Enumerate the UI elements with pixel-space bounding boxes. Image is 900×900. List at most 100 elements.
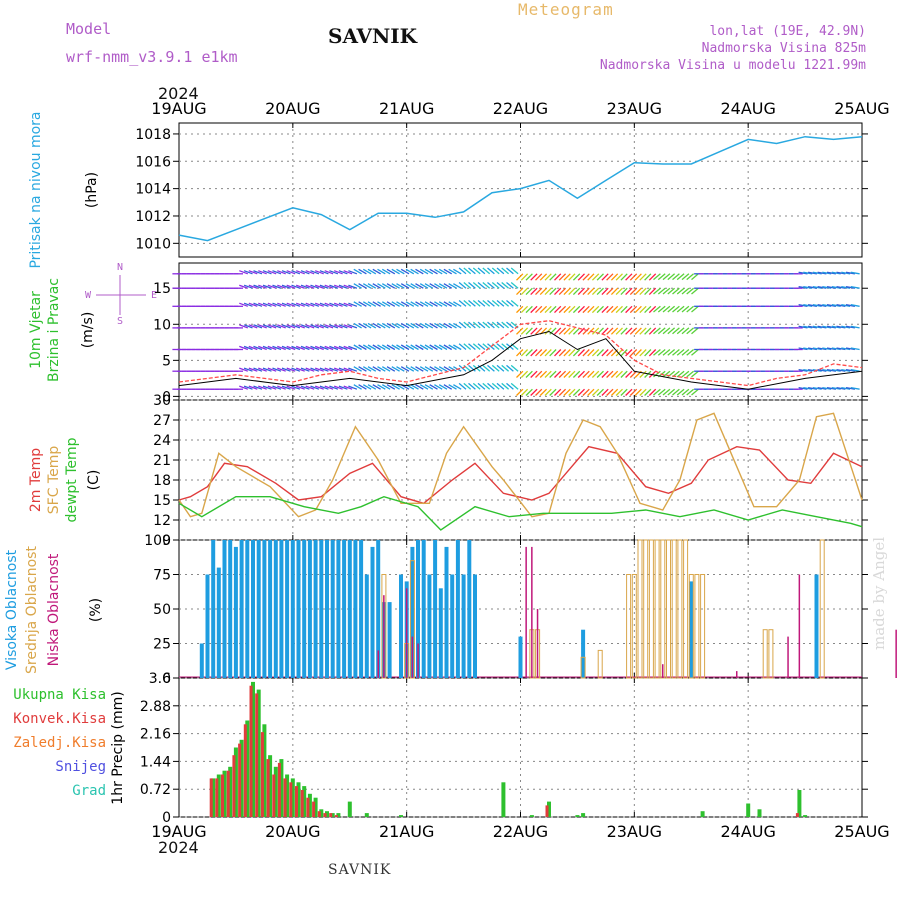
total-precip-bar [803,815,808,817]
wind-barb-mark [672,388,680,396]
total-precip-bar [757,809,762,817]
wind-barb-mark [803,325,813,329]
wind-barb-mark [333,385,343,390]
wind-barb-mark [568,273,576,281]
wind-barb-mark [610,287,619,296]
wind-barb-mark [391,366,400,372]
wind-barb-mark [831,286,841,289]
wind-barb-mark [845,347,856,351]
convective-precip-bar [255,693,259,817]
wind-barb-mark [629,273,638,281]
wind-barb-mark [333,302,343,307]
x-tick-label-bottom: 22AUG [493,822,548,841]
model-name: wrf-nmm_v3.9.1 e1km [66,48,238,66]
wind-barb-mark [657,273,666,281]
wind-barb-mark [681,349,690,356]
pressure-axis-title: Pritisak na nivou mora [28,111,44,268]
wind-barb-mark [563,349,571,357]
wind-barb-mark [386,344,396,351]
wind-barb-mark [262,367,272,372]
wind-barb-mark [305,367,315,372]
wind-barb-mark [841,304,851,307]
wind-barb-mark [836,304,846,307]
wind-barb-mark [300,284,310,289]
high-cloud-bar [239,540,244,678]
wind-barb-mark [272,345,282,351]
convective-precip-bar [317,811,321,817]
wind-barb-mark [691,327,699,335]
wind-barb-mark [625,388,633,396]
wind-barb-mark [405,322,415,329]
wind-barb-mark [644,327,652,335]
high-cloud-bar [416,540,420,678]
wind-barb-mark [267,345,277,351]
panel-frame-3 [178,399,863,541]
wind-barb-mark [667,388,676,396]
wind-barb-mark [606,388,614,396]
total-precip-bar [399,815,403,817]
wind-barb-mark [453,268,462,275]
wind-barb-mark [348,367,358,372]
wind-barb-mark [807,325,818,329]
wind-barb-mark [845,271,856,275]
wind-barb-mark [272,270,282,275]
wind-barb-mark [506,364,514,372]
wind-barb-mark [653,349,661,356]
wind-barb-mark [807,271,818,275]
wind-barb-mark [468,281,476,289]
wind-barb-mark [817,325,827,329]
wind-barb-mark [415,366,424,372]
wind-barb-mark [520,370,529,378]
wind-barb-mark [601,273,609,281]
wind-barb-mark [329,302,339,307]
wind-barb-mark [845,368,856,372]
wind-barb-mark [329,345,339,351]
wind-barb-mark [396,301,405,307]
wind-barb-mark [803,347,813,351]
wind-barb-mark [629,305,638,314]
high-cloud-bar [433,540,438,678]
high-cloud-bar [353,540,358,678]
high-cloud-bar [421,540,426,678]
wind-barb-mark [295,270,305,275]
convective-precip-bar [238,743,242,817]
wind-barb-mark [620,305,628,314]
wind-barb-mark [634,273,642,281]
wind-barb-mark [850,325,860,329]
wind-barb-mark [506,382,514,390]
wind-barb-mark [686,349,695,356]
low-cloud-bar [411,636,414,678]
mid-cloud-bar [683,539,689,679]
wind-barb-mark [482,267,491,275]
legend-snow: Snijeg [55,759,106,775]
wind-barb-mark [606,305,614,314]
wind-barb-mark [300,367,310,372]
total-precip-bar [746,803,751,817]
wind-barb-mark [558,370,567,378]
wind-barb-mark [429,283,438,289]
wind-barb-mark [453,384,462,390]
wind-barb-mark [662,370,671,378]
wind-barb-mark [544,388,552,396]
wind-barb-mark [606,370,614,378]
wind-barb-mark [277,284,286,289]
wind-barb-mark [386,384,396,390]
wind-barb-mark [286,367,296,372]
wind-barb-mark [681,388,690,396]
wind-barb-mark [596,273,604,281]
total-precip-bar [290,778,295,817]
wind-barb-mark [305,302,315,307]
wind-barb-mark [681,287,690,295]
y-tick-label: 3.6 [149,671,171,687]
compass-n-label: N [117,262,123,273]
wind-barb-mark [362,283,372,289]
total-precip-bar [581,813,586,817]
wind-barb-mark [667,305,676,313]
wind-barb-mark [506,281,514,289]
total-precip-bar [279,759,284,817]
wind-barb-mark [463,321,472,329]
mid-cloud-bar [677,539,683,679]
wind-barb-mark [477,281,486,289]
wind-barb-mark [472,300,481,307]
wind-barb-mark [577,327,585,335]
